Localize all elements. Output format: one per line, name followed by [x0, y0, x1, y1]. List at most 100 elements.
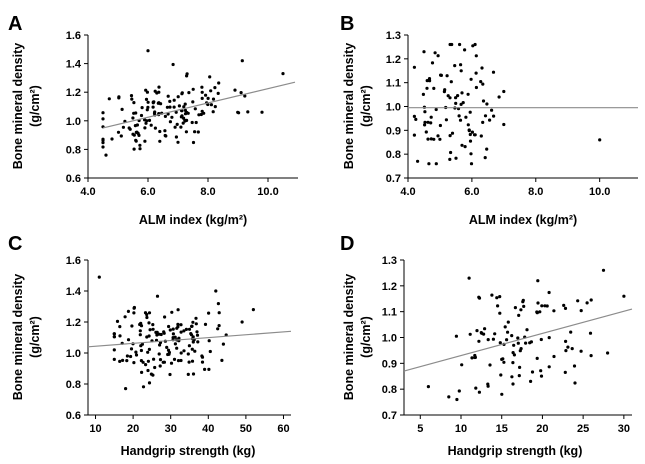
data-point	[194, 316, 198, 320]
y-tick-label: 0.8	[386, 149, 401, 161]
data-point	[433, 51, 437, 55]
data-point	[190, 324, 194, 328]
data-point	[146, 368, 150, 373]
data-point	[175, 346, 179, 350]
data-point	[144, 363, 148, 367]
data-point	[552, 354, 556, 359]
y-axis-label-b-line1: Bone mineral density	[342, 43, 356, 169]
data-point	[485, 102, 489, 106]
data-point	[139, 359, 143, 363]
data-point	[169, 361, 174, 365]
data-point	[182, 105, 186, 109]
data-point	[477, 339, 481, 343]
data-point	[543, 304, 547, 308]
data-point	[168, 120, 172, 124]
data-point	[498, 341, 502, 345]
data-point	[183, 112, 188, 116]
data-point	[121, 358, 125, 362]
data-point	[118, 325, 122, 329]
y-axis-label-b-line2: (g/cm²)	[359, 85, 373, 127]
data-point	[138, 147, 142, 151]
data-point	[134, 130, 138, 134]
data-point	[158, 139, 162, 143]
data-point	[101, 117, 105, 121]
data-point	[147, 347, 151, 351]
data-point	[176, 308, 180, 312]
data-point	[477, 390, 481, 394]
x-tick-label: 30	[618, 423, 630, 435]
data-point	[450, 42, 454, 47]
data-point	[101, 141, 105, 145]
data-point	[171, 62, 175, 67]
data-point	[196, 340, 200, 344]
y-tick-label: 0.7	[386, 173, 401, 185]
data-point	[563, 306, 568, 310]
data-point	[432, 86, 436, 90]
data-point	[483, 327, 487, 331]
data-point	[505, 338, 509, 342]
data-point	[479, 80, 483, 84]
data-point	[216, 91, 220, 95]
data-point	[166, 94, 170, 98]
data-point	[566, 345, 570, 349]
data-point	[606, 351, 610, 355]
data-point	[165, 345, 169, 349]
y-axis-label-b: Bone mineral density (g/cm²)	[342, 43, 373, 169]
data-point	[147, 381, 152, 385]
data-point	[240, 59, 244, 63]
data-point	[191, 140, 196, 145]
data-point	[184, 130, 188, 134]
data-point	[500, 392, 504, 396]
data-point	[416, 159, 420, 163]
y-tick-label: 1.1	[382, 307, 397, 319]
data-point	[425, 79, 429, 83]
data-point	[143, 126, 147, 130]
data-point	[157, 90, 161, 94]
y-tick-label: 0.6	[66, 410, 81, 422]
data-point	[112, 357, 116, 361]
data-point	[177, 336, 181, 340]
panel-letter-a: A	[8, 13, 22, 35]
data-point	[439, 73, 443, 77]
data-point	[168, 328, 172, 332]
data-point	[429, 121, 433, 125]
data-point	[173, 125, 177, 129]
data-point	[570, 347, 574, 351]
data-point	[436, 134, 440, 138]
x-tick-label: 40	[202, 423, 214, 435]
data-point	[518, 365, 522, 369]
data-point	[434, 162, 438, 166]
data-point	[121, 125, 125, 129]
data-point	[469, 152, 473, 156]
data-point	[138, 333, 142, 337]
data-point	[134, 138, 138, 142]
data-point	[412, 65, 416, 69]
data-point	[502, 89, 506, 94]
data-point	[496, 304, 500, 308]
data-point	[458, 118, 463, 122]
y-tick-label: 1.0	[66, 116, 81, 128]
data-point	[153, 110, 157, 114]
data-point	[146, 49, 150, 53]
data-point	[110, 137, 114, 141]
x-tick-label: 30	[165, 423, 177, 435]
data-point	[101, 111, 105, 115]
data-point	[186, 372, 190, 376]
data-point	[579, 309, 583, 313]
data-point	[511, 382, 515, 386]
data-point	[483, 114, 488, 118]
data-point	[175, 122, 179, 126]
y-axis-label-a: Bone mineral density (g/cm²)	[11, 43, 42, 169]
data-point	[446, 94, 450, 98]
data-point	[179, 323, 183, 327]
data-point	[502, 360, 506, 364]
data-point	[436, 54, 440, 58]
data-point	[199, 112, 203, 117]
data-point	[182, 329, 186, 333]
data-point	[220, 358, 224, 362]
data-point	[163, 114, 167, 118]
data-point	[179, 358, 183, 363]
panel-letter-d: D	[340, 233, 354, 255]
y-tick-label: 0.8	[66, 144, 81, 156]
data-point	[130, 324, 134, 328]
